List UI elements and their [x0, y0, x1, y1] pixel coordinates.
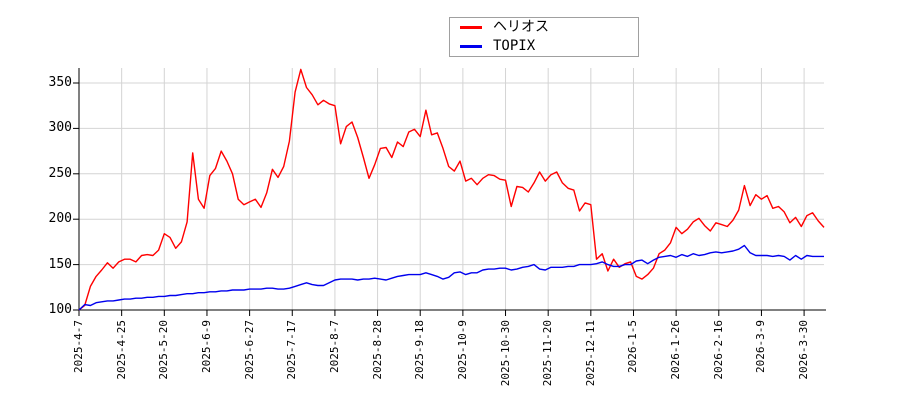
- x-tick-label-text: 2025-6-9: [199, 320, 213, 373]
- x-tick-label-text: 2025-9-18: [413, 320, 427, 380]
- legend-label-helios: ヘリオス: [493, 19, 549, 35]
- x-tick-label-text: 2026-2-16: [711, 320, 725, 380]
- legend-item-topix: TOPIX: [460, 39, 638, 54]
- y-tick-label: 150: [48, 256, 72, 272]
- x-tick-label-text: 2025-4-25: [114, 320, 128, 380]
- helios-line-swatch: [460, 26, 482, 29]
- x-tick-label-text: 2025-8-28: [370, 320, 384, 380]
- x-tick-label-text: 2025-6-27: [242, 320, 256, 380]
- y-tick-label: 350: [48, 75, 72, 90]
- x-tick-label-text: 2025-11-20: [541, 320, 555, 387]
- y-tick-label: 300: [48, 120, 72, 136]
- x-tick-label-text: 2025-10-30: [498, 320, 512, 387]
- y-tick-label: 100: [48, 302, 72, 317]
- x-tick-label: 2026-3-30: [797, 314, 858, 380]
- x-tick-label-text: 2026-1-5: [626, 320, 640, 373]
- legend-item-helios: ヘリオス: [460, 20, 638, 35]
- x-tick-label-text: 2025-4-7: [72, 320, 85, 373]
- y-tick-label: 250: [48, 165, 72, 181]
- x-tick-label-text: 2025-5-20: [157, 320, 171, 380]
- y-tick-label: 200: [48, 211, 72, 227]
- series-line-0: [78, 68, 825, 311]
- x-tick-label-text: 2025-8-7: [327, 320, 341, 373]
- x-tick-label-text: 2025-10-9: [455, 320, 469, 380]
- x-tick-label-text: 2025-7-17: [285, 320, 299, 380]
- legend-label-topix: TOPIX: [493, 38, 536, 54]
- x-tick-label-text: 2026-1-26: [669, 320, 683, 380]
- series-line-1: [78, 244, 824, 311]
- x-tick-label-text: 2026-3-9: [754, 320, 768, 373]
- x-tick-label-text: 2025-12-11: [583, 320, 597, 387]
- x-tick-label-text: 2026-3-30: [797, 320, 811, 380]
- topix-line-swatch: [460, 45, 482, 48]
- legend: ヘリオス TOPIX: [449, 17, 639, 57]
